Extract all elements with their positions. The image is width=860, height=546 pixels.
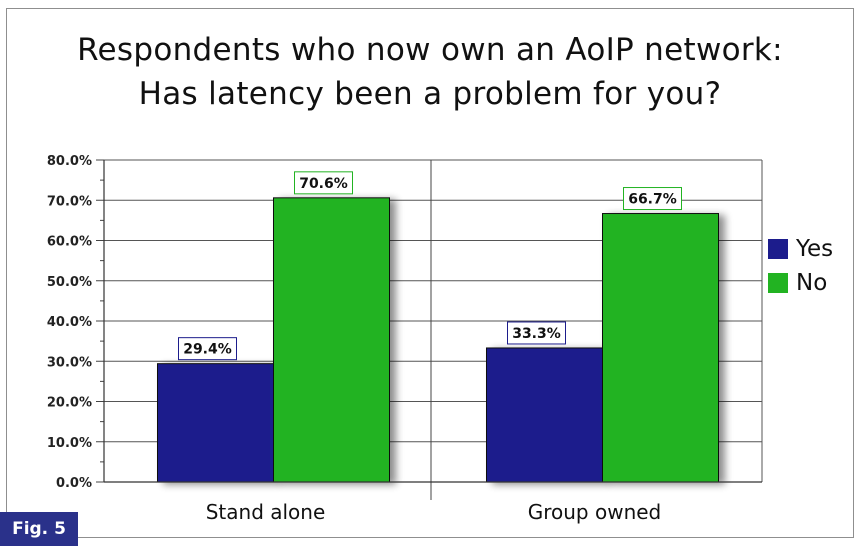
x-category-label: Stand alone — [206, 500, 326, 524]
data-label-box — [623, 187, 682, 211]
legend-label-no: No — [796, 270, 828, 296]
legend-label-yes: Yes — [796, 236, 834, 262]
y-tick-label: 80.0% — [47, 154, 92, 169]
labels: 0.0% 10.0% 20.0% 30.0% 40.0% 50.0% 60.0% 70.0% 8… — [47, 154, 682, 524]
data-label: 33.3% — [512, 326, 561, 342]
bar-yes-0 — [157, 363, 274, 483]
chart-title-line-2: Has latency been a problem for you? — [138, 76, 722, 112]
y-tick-label: 50.0% — [47, 275, 92, 290]
bar-no-0 — [273, 197, 390, 483]
y-tick-label: 70.0% — [47, 194, 92, 209]
y-tick-label: 60.0% — [47, 235, 92, 250]
data-label-box — [178, 337, 237, 361]
y-tick-label: 10.0% — [47, 436, 92, 451]
data-label: 29.4% — [183, 342, 232, 358]
bars — [157, 197, 719, 483]
y-tick-label: 0.0% — [56, 476, 92, 491]
data-label: 70.6% — [299, 176, 348, 192]
chart-title-line-1: Respondents who now own an AoIP network: — [77, 32, 783, 68]
y-tick-label: 30.0% — [47, 355, 92, 370]
x-category-label: Group owned — [528, 500, 662, 524]
chart-title: Respondents who now own an AoIP network:… — [0, 28, 860, 116]
data-label: 66.7% — [628, 192, 677, 208]
data-label-box — [294, 171, 353, 195]
bar-no-1 — [602, 213, 719, 483]
legend-item-yes: Yes — [768, 232, 833, 266]
legend-item-no: No — [768, 266, 833, 300]
y-tick-label: 20.0% — [47, 396, 92, 411]
figure-label: Fig. 5 — [0, 512, 78, 546]
legend: Yes No — [768, 232, 833, 300]
bar-yes-1 — [486, 347, 603, 483]
legend-swatch-no — [768, 273, 788, 293]
axes — [96, 159, 763, 500]
legend-swatch-yes — [768, 239, 788, 259]
y-tick-label: 40.0% — [47, 315, 92, 330]
data-label-box — [507, 321, 566, 345]
